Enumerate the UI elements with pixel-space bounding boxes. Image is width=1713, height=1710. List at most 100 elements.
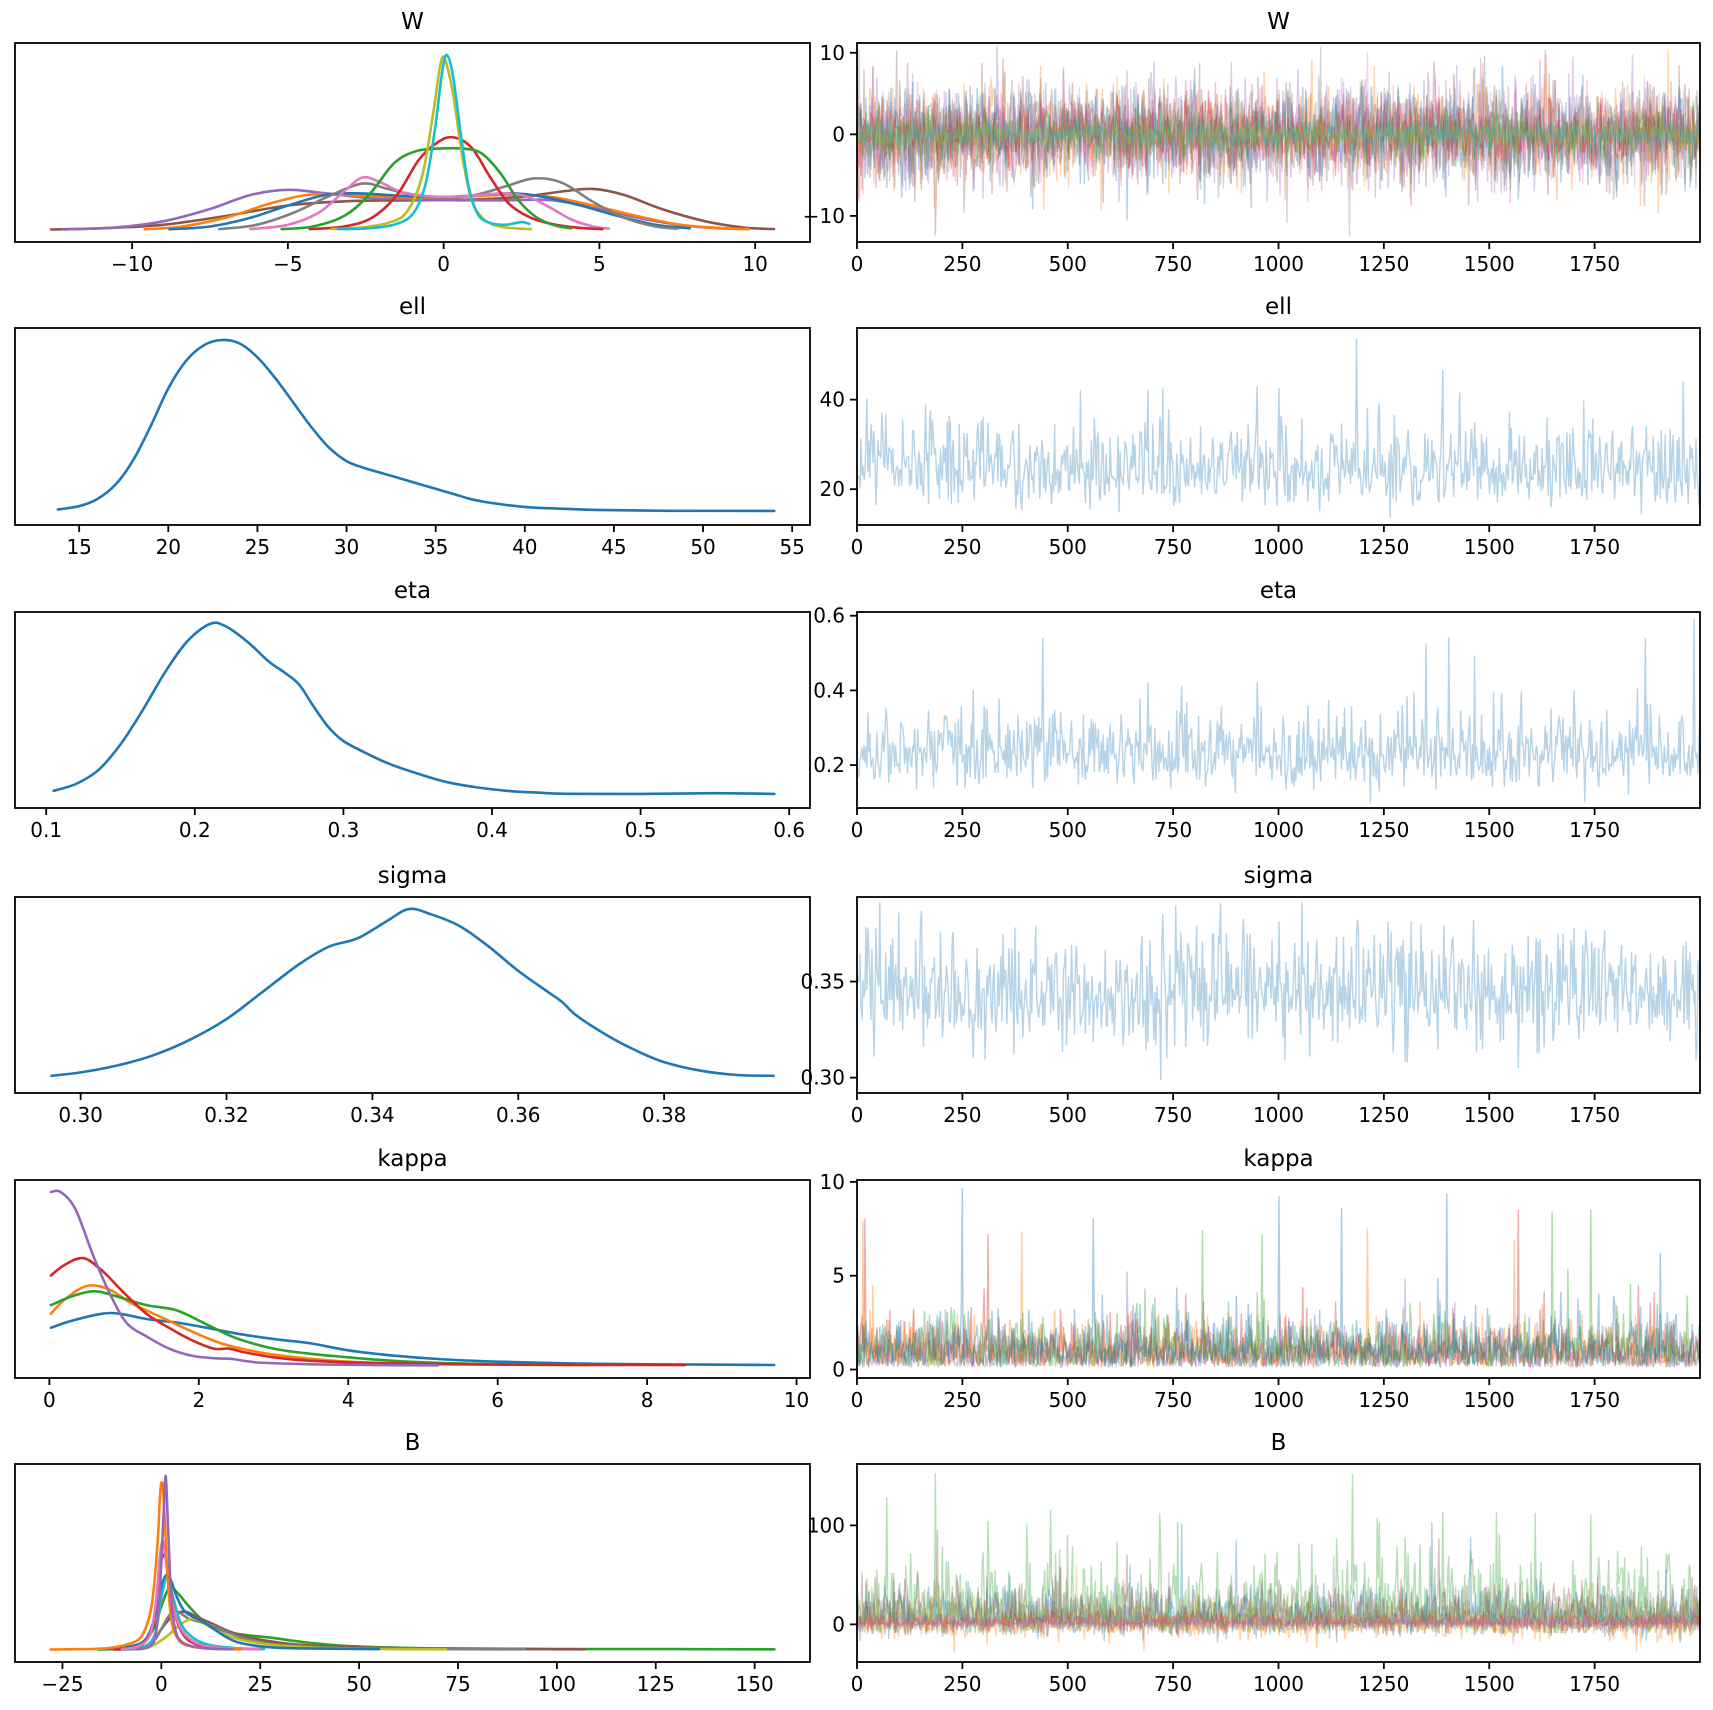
svg-text:1500: 1500 [1464,535,1515,559]
svg-text:1000: 1000 [1253,818,1304,842]
svg-text:1000: 1000 [1253,252,1304,276]
svg-text:−10: −10 [111,252,153,276]
panel-eta-trace: eta 0 250 500 750 1000 1250 1500 1750 0.6 0.4 0.2 [813,578,1701,842]
svg-text:5: 5 [832,1264,845,1288]
w-kde-plot: −10 −5 0 5 10 [14,42,811,276]
svg-text:25: 25 [245,535,270,559]
panel-title: W [401,9,424,35]
svg-text:1250: 1250 [1358,535,1409,559]
svg-text:−25: −25 [41,1672,83,1696]
ell-trace-plot: 0 250 500 750 1000 1250 1500 1750 40 20 [820,327,1701,559]
panel-sigma-trace: sigma 0 250 500 750 1000 1250 1500 1750 0.35 0.30 [800,863,1701,1127]
svg-text:0: 0 [851,1388,864,1412]
svg-text:500: 500 [1049,1103,1087,1127]
svg-text:0: 0 [851,1103,864,1127]
svg-text:1500: 1500 [1464,1388,1515,1412]
kappa-trace-plot: 0 250 500 750 1000 1250 1500 1750 10 5 0 [820,1172,1701,1412]
svg-text:0.30: 0.30 [58,1103,103,1127]
panel-kappa-trace: kappa 0 250 500 750 1000 1250 1500 1750 10 5 0 [820,1146,1701,1412]
svg-text:1500: 1500 [1464,1103,1515,1127]
panel-w-kde: W −10 −5 0 5 10 [14,9,811,276]
svg-text:1250: 1250 [1358,1672,1409,1696]
svg-text:45: 45 [601,535,626,559]
panel-title: ell [1265,294,1292,320]
svg-text:750: 750 [1154,818,1192,842]
panel-title: kappa [377,1146,448,1172]
svg-text:35: 35 [423,535,448,559]
svg-text:1250: 1250 [1358,1388,1409,1412]
panel-title: B [404,1430,421,1456]
svg-text:1000: 1000 [1253,1103,1304,1127]
svg-text:500: 500 [1049,1388,1087,1412]
svg-text:10: 10 [820,41,845,65]
svg-text:40: 40 [820,388,845,412]
svg-text:1000: 1000 [1253,1388,1304,1412]
svg-text:125: 125 [637,1672,675,1696]
svg-text:30: 30 [334,535,359,559]
svg-text:50: 50 [346,1672,371,1696]
svg-text:55: 55 [779,535,804,559]
svg-text:0.4: 0.4 [813,678,845,702]
svg-text:750: 750 [1154,1672,1192,1696]
svg-text:0: 0 [851,252,864,276]
svg-text:1750: 1750 [1569,1103,1620,1127]
svg-text:750: 750 [1154,1388,1192,1412]
svg-text:1250: 1250 [1358,1103,1409,1127]
svg-text:0: 0 [832,122,845,146]
svg-text:0.38: 0.38 [642,1103,687,1127]
svg-text:100: 100 [807,1513,845,1537]
svg-text:0.2: 0.2 [813,753,845,777]
svg-text:0: 0 [155,1672,168,1696]
panel-ell-kde: ell 15 20 25 30 35 40 45 50 55 [14,294,811,559]
svg-text:0.4: 0.4 [476,818,508,842]
svg-text:0.3: 0.3 [327,818,359,842]
svg-text:10: 10 [820,1172,845,1194]
panel-b-trace: B 0 250 500 750 1000 1250 1500 1750 100 0 [807,1430,1701,1696]
svg-text:100: 100 [538,1672,576,1696]
svg-text:1250: 1250 [1358,818,1409,842]
panel-title: W [1267,9,1290,35]
svg-text:500: 500 [1049,818,1087,842]
svg-text:2: 2 [192,1388,205,1412]
svg-text:10: 10 [742,252,767,276]
svg-text:8: 8 [641,1388,654,1412]
svg-text:250: 250 [943,252,981,276]
panel-title: ell [399,294,426,320]
panel-title: sigma [1243,863,1314,889]
svg-text:0.2: 0.2 [179,818,211,842]
panel-ell-trace: ell 0 250 500 750 1000 1250 1500 1750 40 20 [820,294,1701,559]
svg-text:6: 6 [491,1388,504,1412]
svg-text:1750: 1750 [1569,252,1620,276]
b-kde-plot: −25 0 25 50 75 100 125 150 [14,1463,811,1696]
svg-text:0.34: 0.34 [350,1103,395,1127]
svg-text:0.5: 0.5 [625,818,657,842]
sigma-kde-plot: 0.30 0.32 0.34 0.36 0.38 [14,896,811,1127]
svg-text:25: 25 [247,1672,272,1696]
svg-text:0: 0 [851,535,864,559]
svg-text:150: 150 [736,1672,774,1696]
eta-kde-plot: 0.1 0.2 0.3 0.4 0.5 0.6 [14,611,811,842]
svg-text:0.6: 0.6 [813,604,845,628]
svg-text:1000: 1000 [1253,1672,1304,1696]
eta-trace-plot: 0 250 500 750 1000 1250 1500 1750 0.6 0.4 0.2 [813,604,1701,842]
svg-text:0.36: 0.36 [496,1103,541,1127]
svg-text:0.1: 0.1 [30,818,62,842]
kappa-kde-plot: 0 2 4 6 8 10 [14,1179,811,1412]
svg-text:5: 5 [593,252,606,276]
panel-title: kappa [1243,1146,1314,1172]
svg-text:0: 0 [832,1358,845,1382]
svg-text:−5: −5 [273,252,302,276]
svg-text:500: 500 [1049,535,1087,559]
svg-text:15: 15 [66,535,91,559]
ell-kde-plot: 15 20 25 30 35 40 45 50 55 [14,327,811,559]
svg-text:1500: 1500 [1464,1672,1515,1696]
svg-text:20: 20 [820,477,845,501]
svg-text:250: 250 [943,535,981,559]
svg-text:250: 250 [943,1388,981,1412]
svg-text:0: 0 [43,1388,56,1412]
svg-text:0.6: 0.6 [773,818,805,842]
svg-text:1750: 1750 [1569,818,1620,842]
